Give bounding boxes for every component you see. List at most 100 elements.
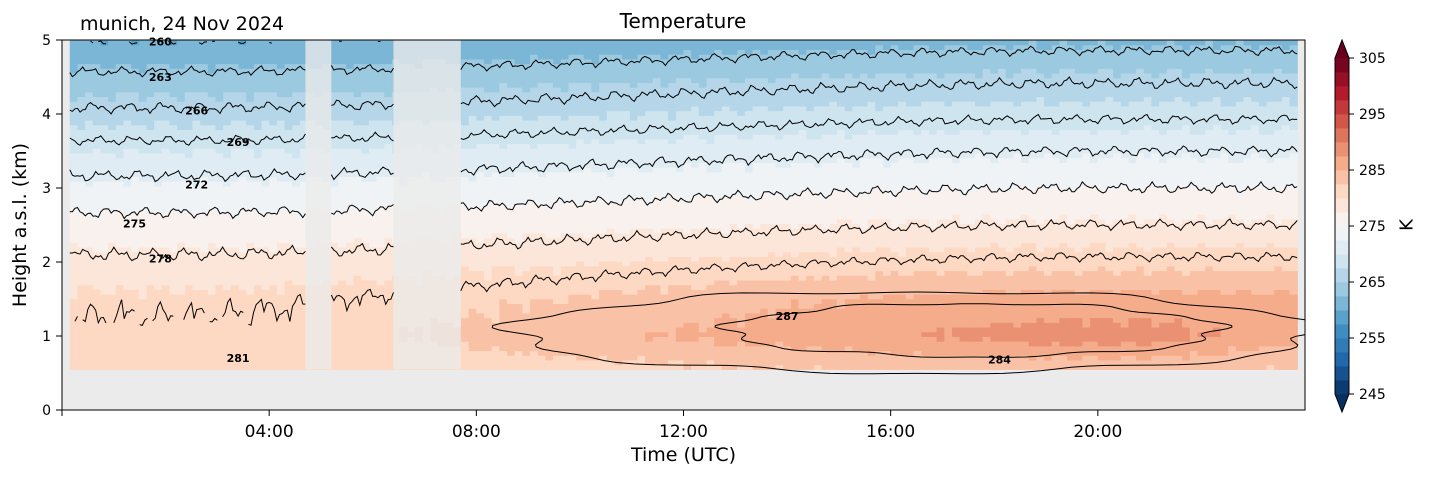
- heatmap-cell: [100, 68, 109, 74]
- heatmap-cell: [284, 176, 293, 182]
- heatmap-cell: [192, 312, 201, 319]
- heatmap-cell: [85, 326, 94, 333]
- heatmap-cell: [514, 359, 523, 366]
- heatmap-cell: [123, 152, 132, 159]
- heatmap-cell: [261, 129, 270, 135]
- heatmap-cell: [115, 87, 125, 93]
- heatmap-cell: [591, 54, 600, 60]
- heatmap-cell: [499, 58, 508, 65]
- heatmap-cell: [284, 326, 293, 333]
- heatmap-cell: [384, 294, 393, 300]
- heatmap-cell: [123, 270, 132, 276]
- heatmap-cell: [591, 331, 600, 337]
- heatmap-cell: [131, 82, 140, 88]
- heatmap-cell: [522, 96, 531, 102]
- heatmap-cell: [223, 326, 232, 333]
- heatmap-cell: [77, 72, 86, 79]
- heatmap-cell: [522, 110, 531, 116]
- heatmap-cell: [253, 199, 263, 206]
- heatmap-cell: [177, 152, 186, 159]
- heatmap-cell: [468, 134, 477, 140]
- heatmap-cell: [200, 143, 209, 149]
- heatmap-cell: [146, 44, 155, 50]
- heatmap-cell: [69, 298, 79, 305]
- heatmap-cell: [207, 326, 217, 333]
- heatmap-cell: [576, 242, 585, 248]
- heatmap-cell: [292, 289, 301, 295]
- heatmap-cell: [353, 199, 362, 206]
- heatmap-cell: [507, 359, 516, 366]
- heatmap-cell: [545, 77, 554, 83]
- heatmap-cell: [576, 185, 585, 192]
- heatmap-cell: [599, 275, 608, 281]
- heatmap-cell: [522, 124, 531, 130]
- heatmap-cell: [576, 289, 585, 295]
- heatmap-cell: [361, 185, 370, 192]
- heatmap-cell: [491, 364, 500, 370]
- heatmap-cell: [491, 157, 500, 163]
- heatmap-cell: [100, 190, 109, 196]
- heatmap-cell: [476, 270, 485, 276]
- heatmap-cell: [69, 110, 79, 116]
- heatmap-cell: [361, 345, 370, 352]
- heatmap-cell: [560, 148, 570, 154]
- heatmap-cell: [484, 134, 493, 140]
- heatmap-cell: [284, 228, 293, 234]
- heatmap-cell: [138, 232, 148, 239]
- heatmap-cell: [507, 326, 516, 333]
- heatmap-cell: [461, 214, 470, 220]
- heatmap-cell: [169, 44, 178, 50]
- heatmap-cell: [69, 54, 79, 60]
- heatmap-cell: [583, 82, 593, 88]
- heatmap-cell: [192, 322, 201, 328]
- heatmap-cell: [146, 49, 155, 55]
- heatmap-cell: [468, 284, 477, 290]
- heatmap-cell: [92, 176, 102, 182]
- heatmap-cell: [161, 237, 171, 243]
- heatmap-cell: [568, 49, 577, 55]
- heatmap-cell: [177, 223, 186, 229]
- heatmap-cell: [583, 152, 593, 159]
- heatmap-cell: [583, 138, 593, 145]
- heatmap-cell: [123, 232, 132, 239]
- heatmap-cell: [514, 72, 523, 79]
- heatmap-cell: [184, 294, 194, 300]
- heatmap-cell: [161, 298, 171, 305]
- heatmap-cell: [353, 350, 362, 356]
- heatmap-cell: [514, 157, 523, 163]
- heatmap-cell: [330, 77, 339, 83]
- heatmap-cell: [568, 261, 577, 267]
- heatmap-cell: [368, 143, 378, 149]
- heatmap-cell: [100, 134, 109, 140]
- heatmap-cell: [85, 115, 94, 121]
- heatmap-cell: [276, 265, 286, 272]
- heatmap-cell: [368, 185, 378, 192]
- heatmap-cell: [253, 157, 263, 163]
- heatmap-cell: [484, 148, 493, 154]
- heatmap-cell: [230, 261, 240, 267]
- heatmap-cell: [292, 223, 301, 229]
- heatmap-cell: [177, 322, 186, 328]
- heatmap-cell: [169, 261, 178, 267]
- heatmap-cell: [230, 341, 240, 347]
- heatmap-cell: [499, 68, 508, 74]
- heatmap-cell: [131, 303, 140, 309]
- heatmap-cell: [200, 256, 209, 262]
- heatmap-cell: [299, 204, 309, 210]
- heatmap-cell: [92, 162, 102, 168]
- heatmap-cell: [484, 171, 493, 178]
- heatmap-cell: [568, 91, 577, 98]
- heatmap-cell: [376, 228, 385, 234]
- heatmap-cell: [253, 96, 263, 102]
- heatmap-cell: [154, 54, 163, 60]
- heatmap-cell: [568, 242, 577, 248]
- heatmap-cell: [476, 261, 485, 267]
- heatmap-cell: [92, 317, 102, 323]
- heatmap-cell: [123, 105, 132, 112]
- heatmap-cell: [207, 284, 217, 290]
- heatmap-cell: [606, 176, 616, 182]
- heatmap-cell: [292, 49, 301, 55]
- heatmap-cell: [246, 58, 255, 65]
- heatmap-cell: [200, 72, 209, 79]
- heatmap-cell: [361, 261, 370, 267]
